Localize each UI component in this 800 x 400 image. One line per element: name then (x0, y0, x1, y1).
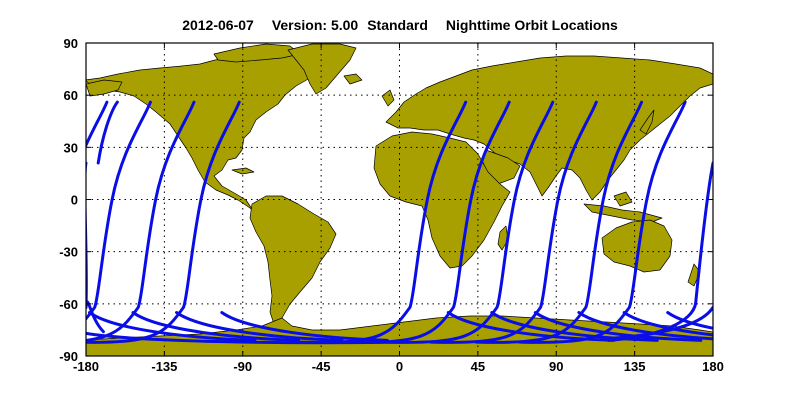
orbit-track (96, 100, 119, 165)
lat-tick-label: 60 (64, 88, 78, 103)
lon-tick-label: 90 (549, 359, 563, 374)
lon-tick-label: 45 (471, 359, 485, 374)
orbit-tracks (86, 100, 713, 345)
orbit-track (607, 305, 713, 341)
orbit-track (518, 100, 687, 344)
orbit-track (86, 100, 109, 149)
british-isles-landmass (381, 89, 395, 107)
orbit-track (298, 100, 468, 344)
title-version: Version: 5.00 (272, 17, 359, 33)
orbit-track (666, 311, 713, 330)
land-layer (86, 43, 713, 356)
orbit-track (429, 100, 598, 344)
orbit-track (86, 100, 152, 322)
lon-tick-label: 135 (624, 359, 646, 374)
orbit-track (577, 311, 713, 341)
lon-tick-label: 180 (702, 359, 724, 374)
lon-tick-label: -180 (73, 359, 99, 374)
graticule (86, 43, 713, 356)
australia-landmass (601, 219, 673, 273)
greenland-landmass (287, 43, 357, 95)
africa-landmass (373, 131, 511, 269)
orbit-track (86, 100, 241, 344)
orbit-track (175, 311, 344, 342)
axis-ticks: -180 -135 -90 -45 0 45 90 135 180 90 60 30 0 -30 -60 -9… (59, 36, 724, 374)
orbit-track (86, 331, 401, 345)
arctic-islands-landmass (213, 43, 301, 63)
lon-tick-label: -135 (151, 359, 177, 374)
orbit-track (385, 100, 555, 344)
japan-landmass (639, 109, 655, 135)
eurasia-landmass (385, 55, 713, 201)
lat-tick-label: 0 (71, 193, 78, 208)
iceland-landmass (343, 73, 363, 85)
lat-tick-label: 30 (64, 140, 78, 155)
lat-tick-label: -30 (59, 245, 78, 260)
orbit-track (474, 100, 644, 344)
borneo-landmass (613, 191, 633, 207)
lon-tick-label: -45 (312, 359, 331, 374)
lat-tick-label: 90 (64, 36, 78, 51)
map-title: 2012-06-07 Version: 5.00 Standard Nighttime… (182, 17, 618, 33)
lon-tick-label: -90 (233, 359, 252, 374)
orbit-track (342, 100, 511, 344)
orbit-track (131, 311, 300, 342)
south-america-landmass (249, 195, 337, 325)
alaska-landmass (86, 79, 123, 97)
title-product: Standard (367, 17, 428, 33)
title-subject: Nighttime Orbit Locations (446, 17, 618, 33)
title-date: 2012-06-07 (182, 17, 254, 33)
orbit-track (622, 311, 713, 337)
lat-tick-label: -90 (59, 349, 78, 364)
lat-tick-label: -60 (59, 297, 78, 312)
lon-tick-label: 0 (396, 359, 403, 374)
